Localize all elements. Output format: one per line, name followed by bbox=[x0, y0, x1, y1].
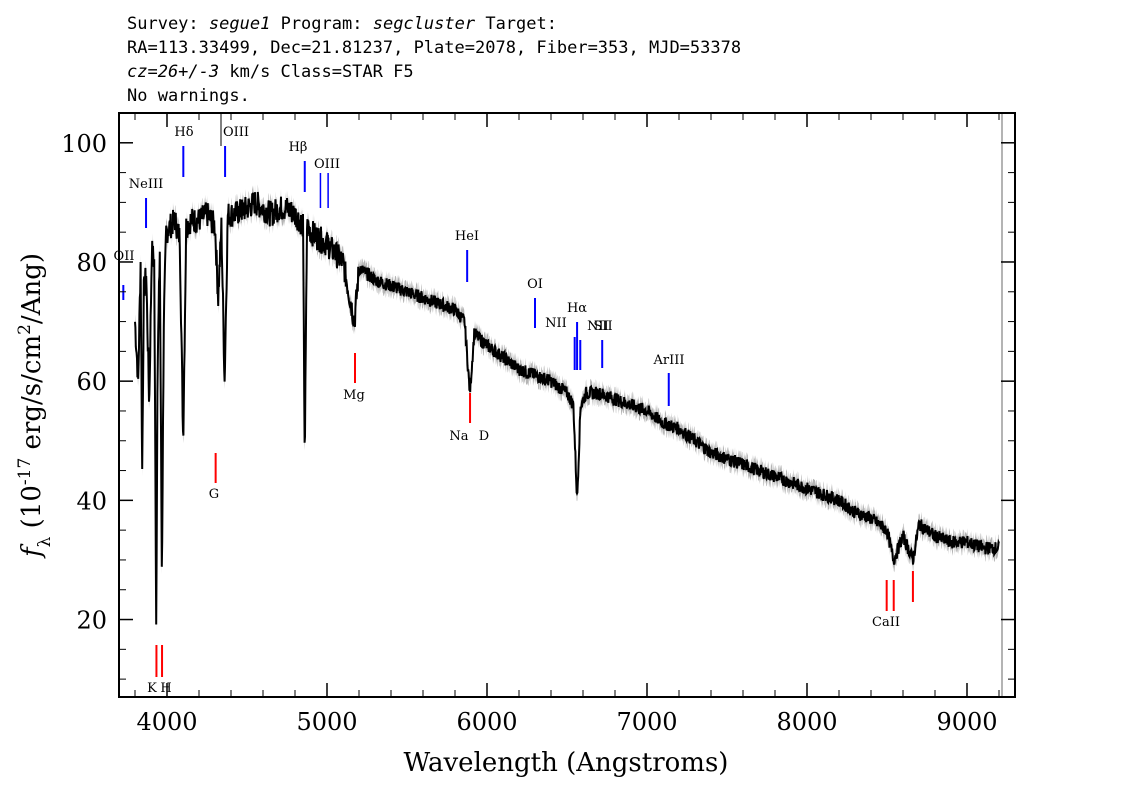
line-label-4: Hβ bbox=[289, 140, 308, 155]
target-label: Target: bbox=[485, 14, 557, 34]
x-tick-label-9000: 9000 bbox=[936, 708, 997, 736]
warnings-text: No warnings. bbox=[127, 86, 250, 106]
y-tick-label-60: 60 bbox=[76, 368, 107, 396]
line-label-3: OIII bbox=[223, 125, 249, 140]
line-label-11: SII bbox=[593, 319, 612, 334]
line-label-5: OIII bbox=[314, 157, 340, 172]
axis-ticks: 4000 5000 6000 7000 8000 9000 20 40 60 80 100 bbox=[61, 113, 1015, 736]
line-label-8: NII bbox=[545, 316, 567, 331]
y-tick-label-80: 80 bbox=[76, 249, 107, 277]
plot-axes bbox=[118, 112, 1016, 698]
x-tick-label-5000: 5000 bbox=[296, 708, 357, 736]
survey-value: segue1 bbox=[208, 14, 271, 34]
line-label-1: NeIII bbox=[129, 177, 163, 192]
program-value: segcluster bbox=[372, 14, 476, 34]
y-tick-label-40: 40 bbox=[76, 487, 107, 515]
y-tick-label-100: 100 bbox=[61, 130, 107, 158]
y-tick-label-20: 20 bbox=[76, 607, 107, 635]
survey-label: Survey: bbox=[127, 14, 199, 34]
redshift-class: km/s Class=STAR F5 bbox=[219, 62, 414, 82]
line-label-13: K bbox=[147, 681, 157, 696]
line-label-6: HeI bbox=[455, 229, 479, 244]
line-label-17: Na bbox=[449, 429, 468, 444]
error-band-area bbox=[135, 184, 999, 633]
redshift-value: cz=26+/-3 bbox=[127, 62, 220, 82]
x-tick-label-8000: 8000 bbox=[776, 708, 837, 736]
error-band bbox=[135, 184, 999, 633]
x-tick-label-7000: 7000 bbox=[616, 708, 677, 736]
line-label-15: G bbox=[209, 487, 219, 502]
y-axis-title: fλ (10-17 erg/s/cm2/Ang) bbox=[15, 253, 55, 559]
line-label-2: Hδ bbox=[174, 125, 193, 140]
line-label-12: ArIII bbox=[652, 353, 684, 368]
spectrum-line bbox=[134, 191, 1000, 625]
line-label-10: NII bbox=[587, 319, 609, 334]
program-label: Program: bbox=[280, 14, 363, 34]
line-label-14: H bbox=[160, 681, 171, 696]
plot-frame bbox=[118, 112, 1016, 698]
line-label-7: OI bbox=[527, 277, 543, 292]
x-tick-label-6000: 6000 bbox=[456, 708, 517, 736]
target-coordinates: RA=113.33499, Dec=21.81237, Plate=2078, … bbox=[127, 38, 742, 58]
line-label-9: Hα bbox=[567, 301, 587, 316]
line-label-18: D bbox=[479, 429, 489, 444]
line-label-16: Mg bbox=[343, 388, 365, 403]
spectrum-series bbox=[134, 113, 1003, 697]
x-tick-label-4000: 4000 bbox=[136, 708, 197, 736]
line-label-19: CaII bbox=[872, 615, 900, 630]
x-axis-title: Wavelength (Angstroms) bbox=[404, 748, 729, 778]
spectrum-header: Survey: segue1 Program: segcluster Targe… bbox=[127, 12, 741, 108]
